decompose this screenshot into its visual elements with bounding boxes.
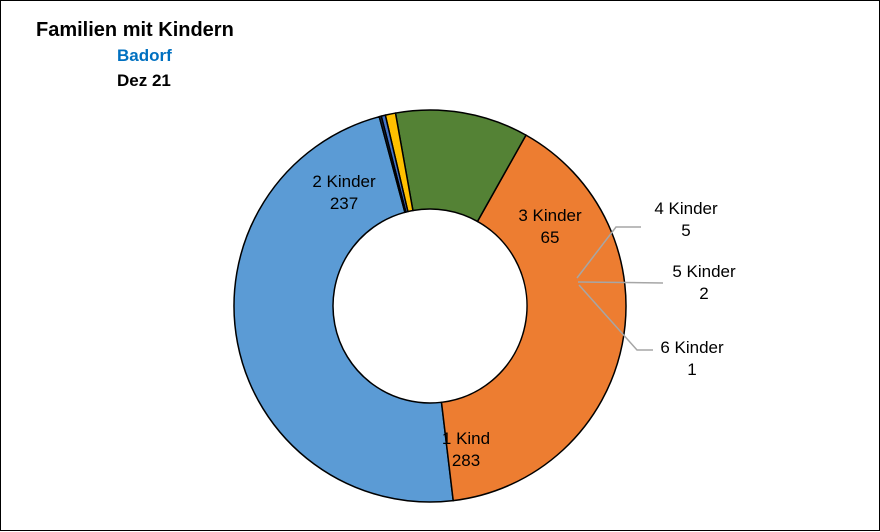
data-label-6-kinder: 6 Kinder 1 — [660, 338, 724, 379]
data-label-2-kinder: 2 Kinder 237 — [312, 172, 376, 213]
chart-title: Familien mit Kindern — [36, 19, 234, 41]
leader-line-4-kinder — [576, 226, 641, 279]
chart-subtitle: Badorf — [117, 46, 172, 65]
data-label-4-kinder: 4 Kinder 5 — [654, 199, 718, 240]
chart-date: Dez 21 — [117, 71, 171, 90]
data-label-5-kinder: 5 Kinder 2 — [672, 262, 736, 303]
data-labels: 1 Kind 283 2 Kinder 237 3 Kinder 65 4 Kinder 5 5… — [312, 172, 736, 470]
leader-line-5-kinder — [577, 281, 664, 284]
slice-1-kind — [233, 115, 455, 503]
leader-lines — [576, 226, 664, 351]
slice-2-kinder — [440, 134, 627, 502]
data-label-3-kinder: 3 Kinder 65 — [518, 206, 582, 247]
doughnut-slices — [233, 109, 627, 503]
slice-6-kinder — [378, 115, 407, 214]
data-label-1-kind: 1 Kind 283 — [442, 429, 490, 470]
leader-line-6-kinder — [578, 284, 653, 351]
